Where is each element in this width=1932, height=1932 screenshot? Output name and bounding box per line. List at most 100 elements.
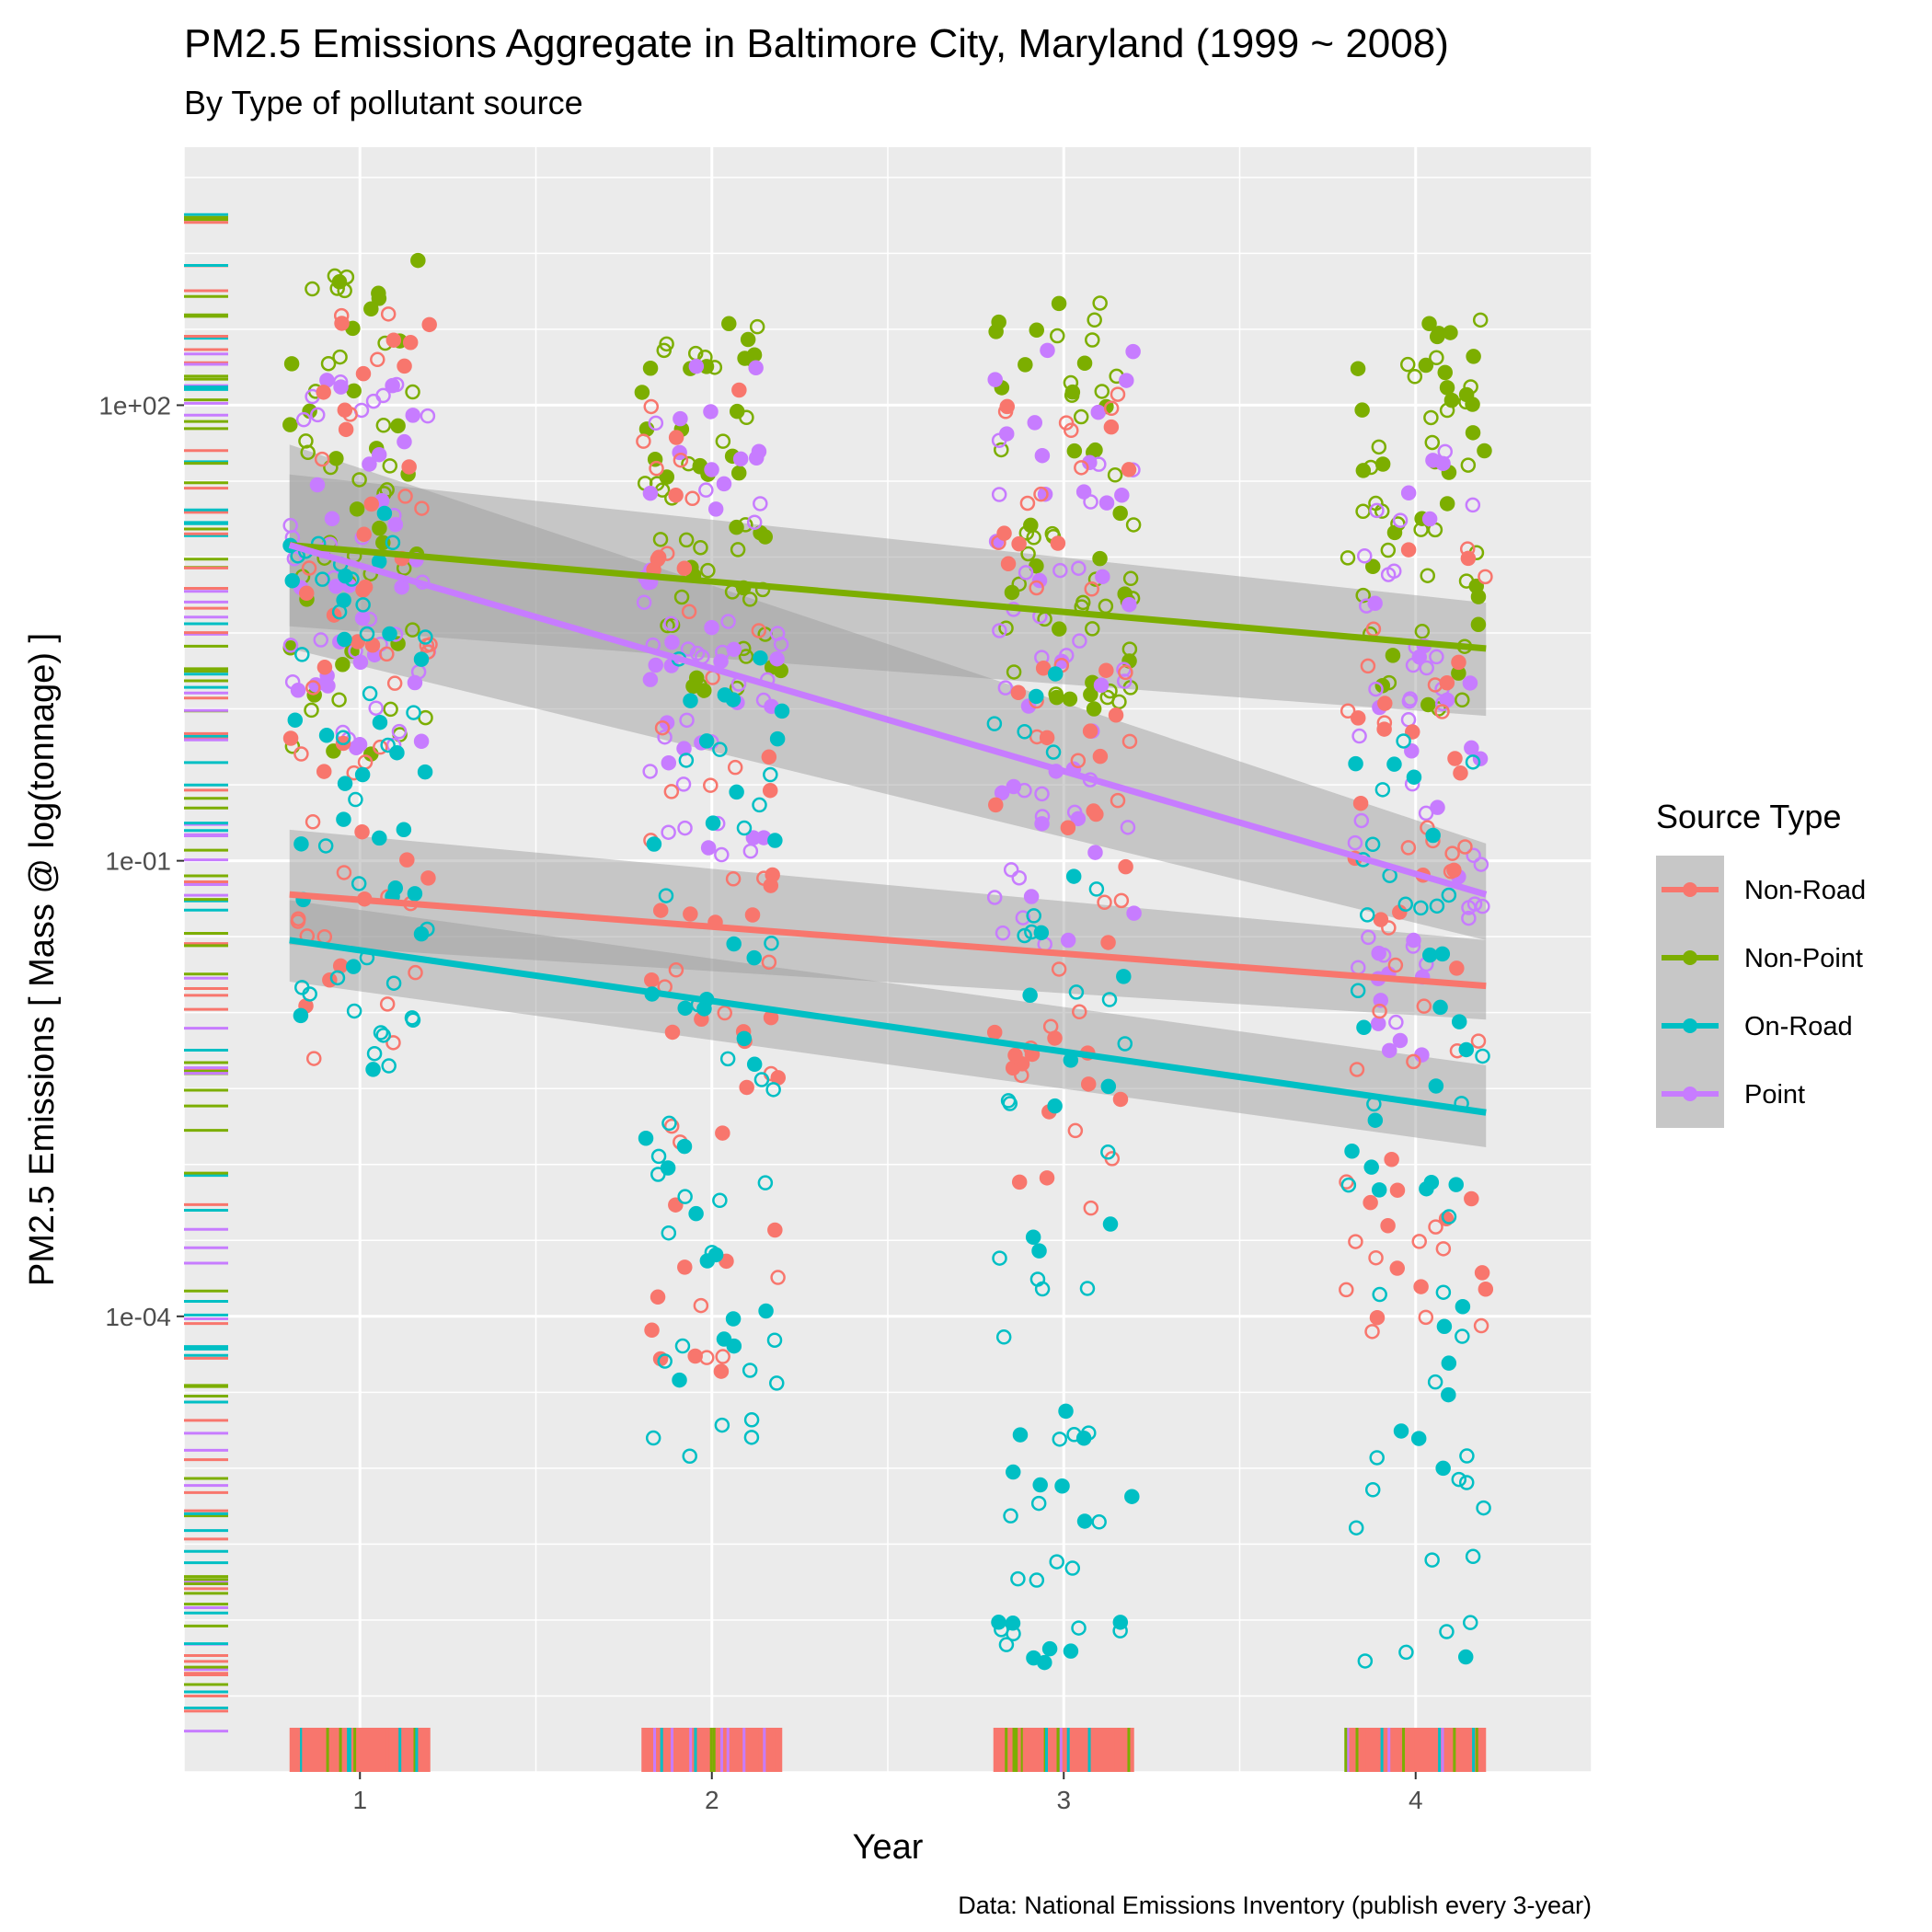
data-point [673,452,689,468]
data-point [1406,769,1422,785]
data-point [636,594,652,610]
data-point [1475,898,1490,914]
data-point [1363,1159,1379,1175]
data-point [1075,594,1091,611]
data-point [1364,1324,1380,1340]
data-point [1423,1174,1440,1190]
data-point [349,501,365,517]
legend-key-point [1683,1018,1697,1033]
data-point [1075,484,1092,500]
data-point [1353,812,1370,829]
data-point [1121,596,1137,613]
data-point [1350,710,1366,726]
data-point [748,450,765,466]
data-point [663,1118,680,1134]
data-point [1413,1279,1429,1294]
data-point [673,410,688,427]
data-point [1054,1478,1070,1494]
data-point [381,1058,397,1074]
legend-label: Non-Road [1744,876,1866,905]
data-point [1372,1003,1387,1019]
data-point [652,532,669,547]
data-point [1423,409,1439,426]
data-point [418,629,433,645]
data-point [382,626,397,642]
trend-line [289,541,1487,652]
data-point [1118,858,1133,875]
data-point [1388,1014,1404,1030]
x-tick-label: 4 [1409,1786,1423,1814]
data-point [290,683,306,698]
data-point [688,1205,704,1222]
data-point [1419,660,1434,676]
data-point [1034,786,1050,802]
data-point [1032,1477,1048,1493]
data-point [331,274,348,290]
data-point [365,393,382,409]
x-tick-label: 1 [352,1786,367,1814]
data-point [408,964,423,981]
data-point [649,460,664,477]
data-point [1377,696,1393,711]
data-point [1029,580,1044,596]
data-point [397,358,412,374]
data-point [1037,486,1053,502]
data-point [987,372,1003,387]
data-point [642,764,658,779]
data-point [1367,595,1383,612]
data-point [402,334,419,351]
data-point [1086,701,1102,717]
data-point [648,657,663,673]
data-point [1393,1423,1409,1439]
data-point [761,749,777,765]
data-point [1435,1460,1451,1477]
data-point [1047,1098,1063,1114]
data-point [1411,1234,1427,1249]
data-point [331,692,347,707]
data-point [1392,1032,1409,1049]
data-point [1451,1014,1467,1029]
data-point [1064,1560,1081,1576]
data-point [375,418,392,433]
data-point [420,408,436,424]
data-point [1085,621,1100,637]
data-point [693,539,708,556]
data-point [1103,400,1120,417]
data-point [991,487,1007,502]
data-point [1029,558,1044,574]
data-point [1041,1640,1058,1657]
x-axis: 1 2 3 4 [352,1772,1423,1814]
data-point [738,649,754,664]
data-point [1425,453,1441,468]
data-point [765,1082,781,1098]
data-point [379,996,396,1012]
data-point [1465,425,1481,441]
data-point [1448,1177,1464,1192]
data-point [294,647,310,662]
data-point [1380,567,1397,582]
data-point [1429,898,1445,914]
data-point [1463,1615,1478,1630]
data-point [659,546,675,561]
data-point [1416,998,1432,1014]
data-point [1478,1282,1494,1297]
data-point [1100,1144,1116,1160]
data-point [1019,495,1036,512]
data-point [1356,1019,1372,1036]
data-point [348,791,363,808]
data-point [644,972,660,988]
data-point [677,820,693,836]
data-point [1091,1514,1107,1530]
data-point [1033,486,1049,502]
data-point [1018,357,1033,373]
data-point [736,820,753,836]
data-point [664,634,680,650]
data-point [650,1289,666,1305]
data-point [715,1125,730,1141]
data-point [1458,1475,1475,1490]
data-point [1406,932,1421,949]
data-point [1027,415,1043,431]
data-point [356,526,372,543]
data-point [650,1148,667,1165]
data-point [719,1051,736,1067]
